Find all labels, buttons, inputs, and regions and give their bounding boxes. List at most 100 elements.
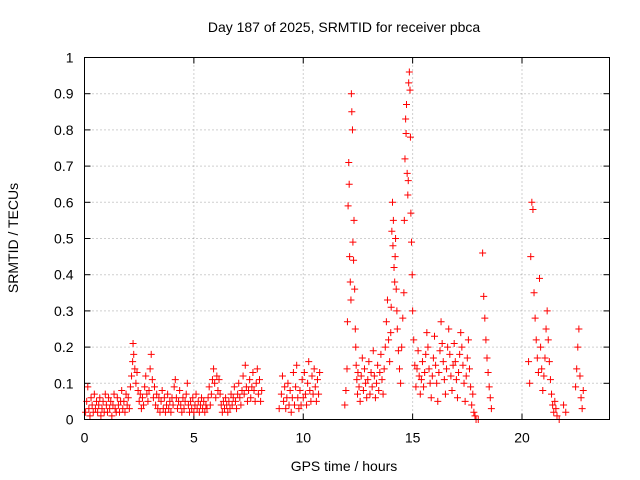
data-point [553,412,561,420]
data-point [299,394,307,402]
data-point [236,394,244,402]
data-point [463,354,471,362]
data-point [423,329,431,337]
data-point [391,278,399,286]
data-point [356,397,364,405]
data-point [293,361,301,369]
x-axis-ticks: 0 5 10 15 20 [81,57,530,446]
data-point [387,303,395,311]
data-point [231,397,239,405]
data-point [212,394,220,402]
data-point [215,376,223,384]
data-point [393,307,401,315]
data-point [105,394,113,402]
data-point [406,86,414,94]
data-point [228,401,236,409]
data-point [429,354,437,362]
data-point [345,158,353,166]
data-point [548,390,556,398]
data-point [225,397,233,405]
data-point [576,372,584,380]
data-point [459,361,467,369]
data-point [381,343,389,351]
data-point [486,394,494,402]
data-point [227,390,235,398]
data-point [390,263,398,271]
data-point [467,383,475,391]
data-point [532,336,540,344]
data-point [389,198,396,206]
data-point [348,126,356,134]
data-point [137,405,145,413]
data-point [462,372,470,380]
data-point [201,408,209,416]
data-point [461,397,469,405]
data-point [144,397,152,405]
data-point [184,401,192,409]
y-tick-label: 0.5 [54,231,74,247]
data-point [353,376,361,384]
data-point [405,68,413,76]
data-point [540,372,548,380]
data-point [134,387,142,395]
data-point [138,394,146,402]
data-point [304,379,312,387]
data-point [357,372,365,380]
data-point [578,405,586,413]
data-point [530,289,538,297]
data-point [464,336,472,344]
data-point [249,368,257,376]
data-point [528,198,536,206]
data-point [241,361,249,369]
data-point [130,350,138,358]
x-tick-label: 5 [190,430,198,446]
data-point [375,387,383,395]
data-point [358,354,366,362]
data-point [449,361,457,369]
data-point [313,376,321,384]
data-point [371,394,379,402]
data-point [121,408,129,416]
data-point [200,397,208,405]
data-point [86,412,94,420]
data-point [295,405,303,413]
data-point [389,216,397,224]
data-point [542,325,550,333]
data-point [258,387,266,395]
data-point [143,390,151,398]
data-point [485,383,493,391]
y-tick-label: 0.2 [54,339,74,355]
data-point [425,365,433,373]
data-point [141,383,149,391]
data-point [405,79,413,87]
data-point [455,368,463,376]
data-point [363,394,371,402]
data-point [315,390,323,398]
data-point [452,376,460,384]
data-point [364,376,372,384]
data-point [560,401,568,409]
data-point [289,368,297,376]
data-point [164,390,172,398]
data-points [82,68,587,423]
y-tick-label: 0 [66,412,74,428]
data-point [148,376,156,384]
data-point [527,253,535,261]
y-tick-label: 0.7 [54,158,74,174]
data-point [301,390,309,398]
data-point [203,405,211,413]
data-point [533,354,541,362]
data-point [435,368,443,376]
data-point [349,238,357,246]
data-point [151,383,158,391]
data-point [458,343,466,351]
data-point [534,368,542,376]
data-point [354,368,362,376]
data-point [132,379,140,387]
data-point [118,387,126,395]
y-axis-title: SRMTID / TECUs [5,183,21,293]
data-point [192,390,200,398]
data-point [402,115,410,123]
data-point [135,397,143,405]
data-point [182,390,190,398]
